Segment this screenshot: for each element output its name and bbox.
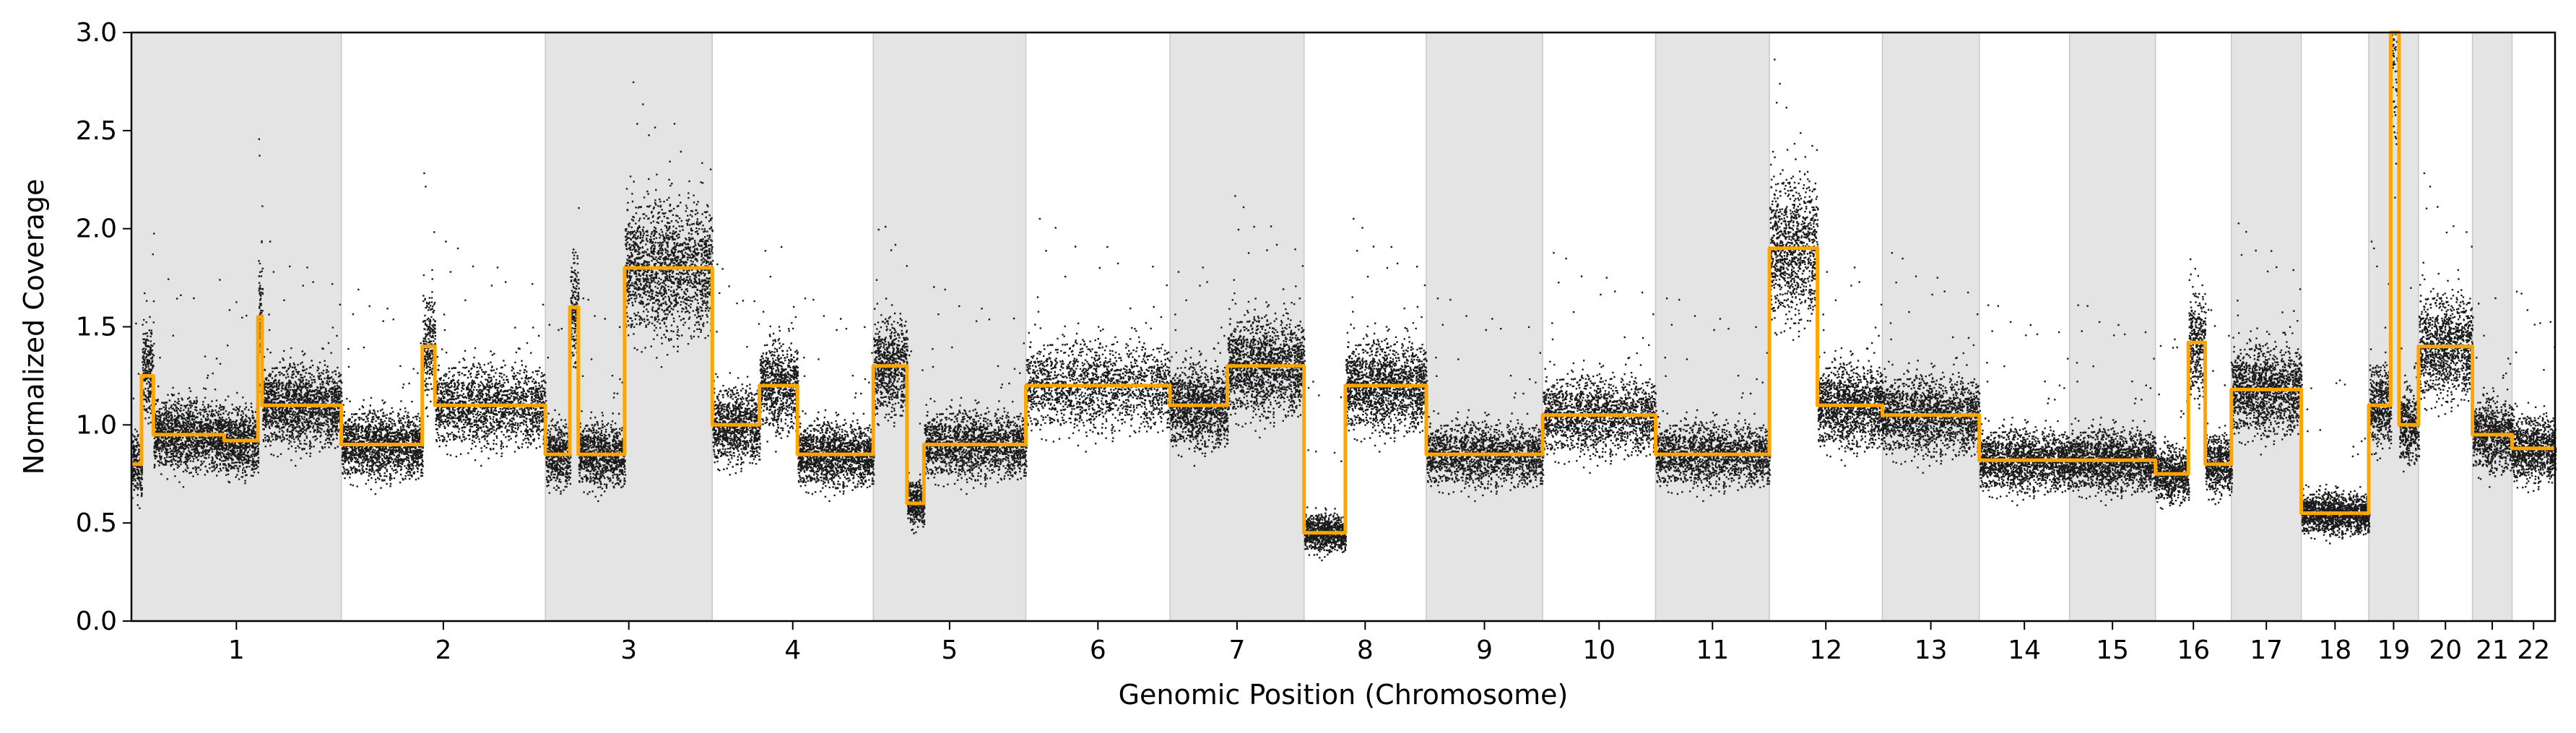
x-tick-label: 17 [2250,636,2283,665]
x-tick-label: 3 [620,636,637,665]
y-tick-label: 2.0 [76,214,117,244]
segment-line [131,30,2555,535]
y-tick-label: 3.0 [76,18,117,48]
x-tick-label: 4 [784,636,801,665]
x-tick-label: 18 [2318,636,2351,665]
x-tick-label: 15 [2096,636,2129,665]
x-tick-label: 1 [228,636,245,665]
chromosome-band-1 [131,32,342,622]
x-tick-label: 20 [2429,636,2462,665]
chromosome-band-15 [2068,32,2156,622]
x-tick-label: 7 [1228,636,1245,665]
x-axis-label: Genomic Position (Chromosome) [1119,679,1569,711]
x-tick-label: 11 [1696,636,1729,665]
x-tick-label: 12 [1809,636,1842,665]
x-tick-label: 13 [1914,636,1948,665]
chromosome-band-13 [1881,32,1980,622]
y-tick-label: 0.0 [76,607,117,636]
chromosome-band-11 [1655,32,1770,622]
x-tick-label: 6 [1090,636,1106,665]
x-tick-label: 5 [941,636,958,665]
coverage-point-cloud [131,31,2557,562]
x-tick-label: 22 [2517,636,2550,665]
y-tick-label: 1.5 [76,313,117,342]
chromosome-band-9 [1426,32,1543,622]
y-tick-label: 2.5 [76,116,117,146]
y-tick-label: 1.0 [76,410,117,440]
chromosome-band-19 [2368,32,2419,622]
y-axis: 0.0 0.5 1.0 1.5 2.0 2.5 3.0 [76,18,131,636]
x-tick-label: 19 [2377,636,2411,665]
segment-lines [131,30,2555,535]
y-tick-label: 0.5 [76,508,117,538]
x-tick-label: 10 [1582,636,1616,665]
x-tick-label: 8 [1357,636,1374,665]
x-tick-label: 21 [2476,636,2509,665]
x-tick-label: 16 [2177,636,2210,665]
chromosome-band-5 [872,32,1027,622]
x-tick-label: 2 [435,636,451,665]
x-tick-label: 9 [1476,636,1493,665]
x-axis: 1 2 3 4 5 6 7 8 9 10 11 12 13 14 15 16 17 18 19 20 21 22 [228,621,2550,665]
x-tick-label: 14 [2008,636,2041,665]
y-axis-label: Normalized Coverage [18,179,50,475]
chromosome-band-3 [545,32,714,622]
chromosome-band-21 [2471,32,2513,622]
coverage-points [131,31,2557,562]
chromosome-bands [131,32,2513,622]
